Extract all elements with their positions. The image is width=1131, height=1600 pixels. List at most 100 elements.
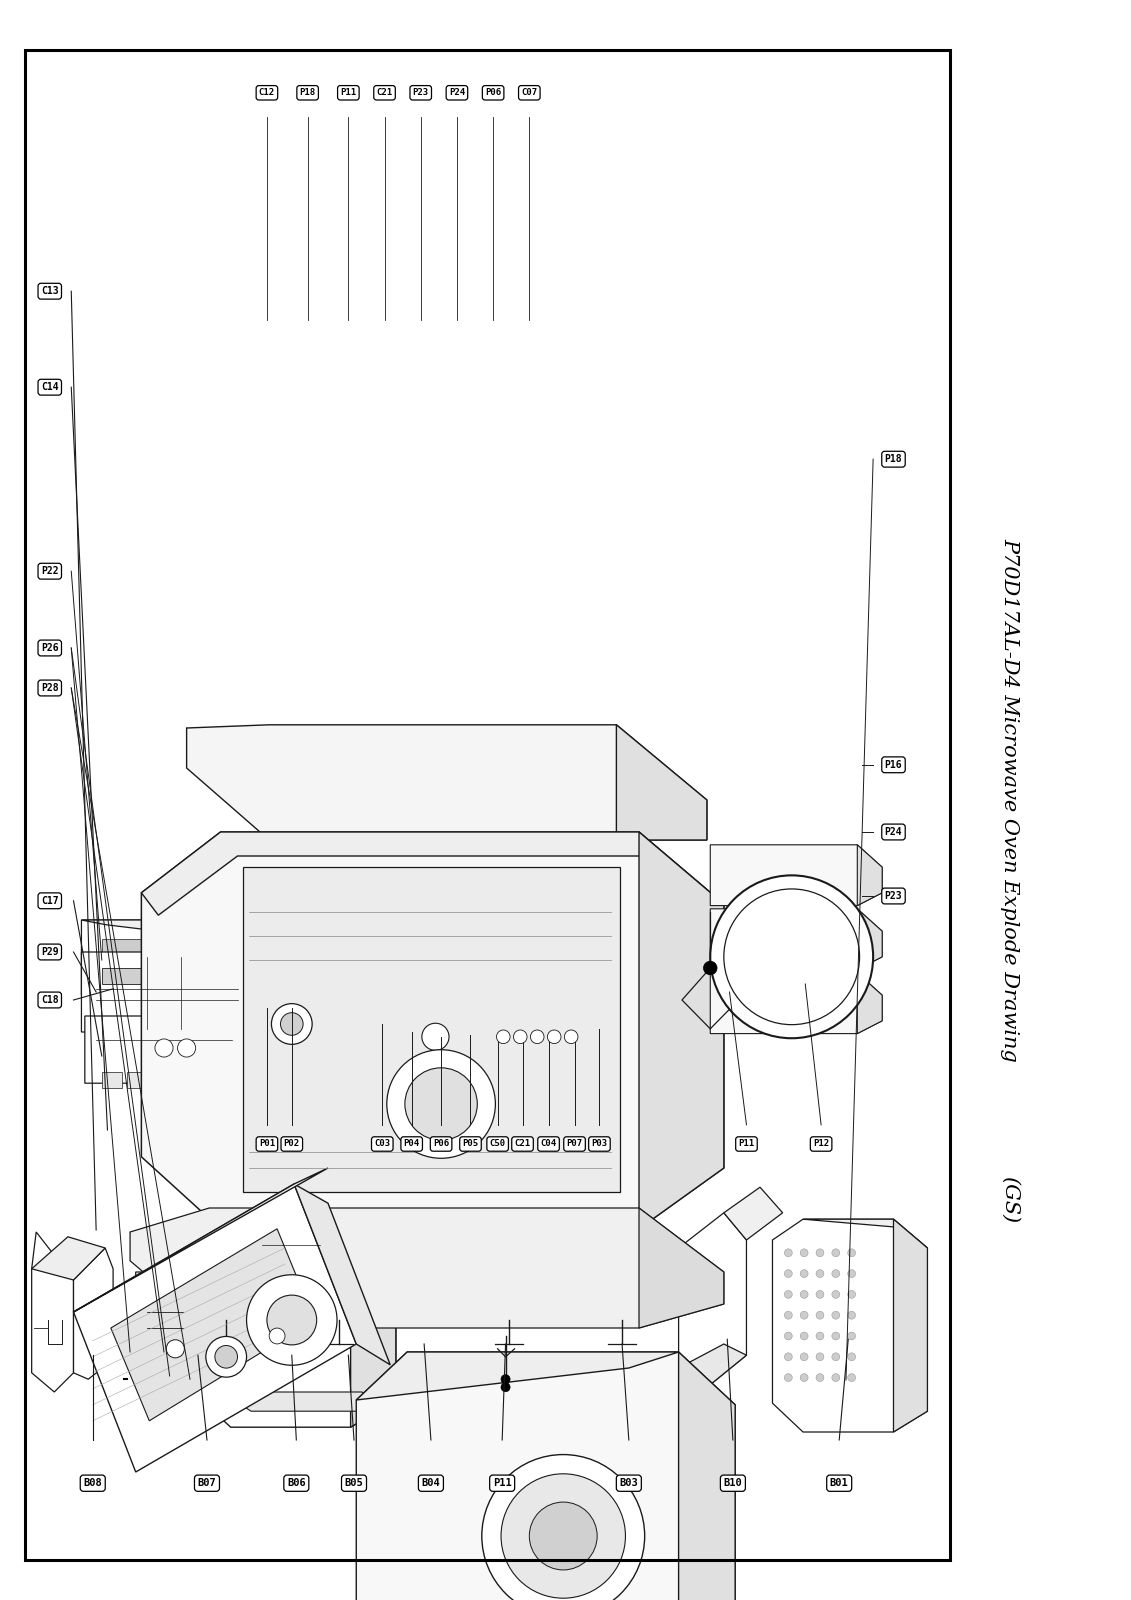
Circle shape	[784, 1270, 792, 1277]
Polygon shape	[32, 1237, 105, 1280]
Circle shape	[784, 1291, 792, 1298]
Circle shape	[848, 1291, 855, 1298]
Polygon shape	[221, 1392, 392, 1411]
Circle shape	[831, 1250, 839, 1256]
Circle shape	[513, 1030, 527, 1043]
Circle shape	[817, 1291, 823, 1298]
Text: B03: B03	[620, 1478, 638, 1488]
Polygon shape	[351, 1213, 396, 1427]
Text: P03: P03	[592, 1139, 607, 1149]
Polygon shape	[127, 1072, 147, 1088]
Circle shape	[801, 1250, 808, 1256]
Circle shape	[703, 962, 717, 974]
Polygon shape	[857, 909, 882, 970]
Circle shape	[831, 1374, 839, 1381]
Polygon shape	[893, 1219, 927, 1432]
Circle shape	[801, 1291, 808, 1298]
Text: P02: P02	[284, 1139, 300, 1149]
Polygon shape	[192, 1192, 351, 1240]
Text: B10: B10	[724, 1478, 742, 1488]
Circle shape	[848, 1250, 855, 1256]
Circle shape	[817, 1312, 823, 1318]
Text: P05: P05	[463, 1139, 478, 1149]
Text: P24: P24	[449, 88, 465, 98]
Circle shape	[801, 1374, 808, 1381]
Text: P70D17AL-D4 Microwave Oven Explode Drawing: P70D17AL-D4 Microwave Oven Explode Drawi…	[1001, 538, 1019, 1062]
Circle shape	[817, 1250, 823, 1256]
Polygon shape	[679, 1352, 735, 1600]
Polygon shape	[283, 1021, 301, 1040]
Text: (GS): (GS)	[1001, 1176, 1019, 1224]
Polygon shape	[243, 952, 260, 1032]
Circle shape	[405, 1067, 477, 1141]
Circle shape	[848, 1333, 855, 1339]
Text: C21: C21	[377, 88, 392, 98]
Text: C03: C03	[374, 1139, 390, 1149]
Circle shape	[501, 1382, 510, 1392]
Polygon shape	[192, 1213, 396, 1427]
Circle shape	[831, 1291, 839, 1298]
Circle shape	[817, 1270, 823, 1277]
Circle shape	[271, 1003, 312, 1045]
Circle shape	[482, 1454, 645, 1600]
Circle shape	[784, 1374, 792, 1381]
Polygon shape	[74, 1248, 113, 1379]
Polygon shape	[102, 968, 141, 984]
Polygon shape	[152, 1072, 172, 1088]
Polygon shape	[81, 920, 266, 944]
Polygon shape	[141, 832, 724, 1229]
Polygon shape	[803, 1219, 927, 1248]
Circle shape	[501, 1374, 510, 1384]
Text: P18: P18	[300, 88, 316, 98]
Text: C14: C14	[41, 382, 59, 392]
Text: P23: P23	[413, 88, 429, 98]
Circle shape	[215, 1346, 238, 1368]
Polygon shape	[394, 1021, 421, 1048]
Polygon shape	[724, 1187, 783, 1240]
Text: C50: C50	[490, 1139, 506, 1149]
Circle shape	[848, 1354, 855, 1360]
Polygon shape	[616, 725, 707, 840]
Circle shape	[547, 1030, 561, 1043]
Circle shape	[155, 1038, 173, 1058]
Circle shape	[848, 1312, 855, 1318]
Circle shape	[497, 1030, 510, 1043]
Circle shape	[178, 1038, 196, 1058]
Polygon shape	[111, 1229, 314, 1421]
Polygon shape	[294, 1184, 390, 1365]
Polygon shape	[32, 1232, 74, 1392]
Circle shape	[784, 1354, 792, 1360]
Circle shape	[831, 1354, 839, 1360]
Polygon shape	[85, 1016, 257, 1083]
Text: P07: P07	[567, 1139, 582, 1149]
Circle shape	[801, 1270, 808, 1277]
Polygon shape	[679, 1213, 746, 1392]
Polygon shape	[130, 1208, 724, 1328]
Circle shape	[848, 1270, 855, 1277]
Polygon shape	[356, 1352, 679, 1400]
Text: P28: P28	[41, 683, 59, 693]
Text: P11: P11	[340, 88, 356, 98]
Polygon shape	[102, 1072, 122, 1088]
Circle shape	[710, 875, 873, 1038]
Polygon shape	[141, 832, 724, 915]
Circle shape	[831, 1270, 839, 1277]
Polygon shape	[857, 973, 882, 1034]
Polygon shape	[176, 1072, 197, 1088]
Circle shape	[817, 1333, 823, 1339]
Text: P18: P18	[884, 454, 903, 464]
Circle shape	[784, 1333, 792, 1339]
Text: B01: B01	[830, 1478, 848, 1488]
Text: P24: P24	[884, 827, 903, 837]
Polygon shape	[710, 845, 882, 906]
Text: P11: P11	[739, 1139, 754, 1149]
Polygon shape	[356, 1352, 735, 1600]
Text: P22: P22	[41, 566, 59, 576]
Circle shape	[166, 1339, 184, 1358]
Circle shape	[831, 1312, 839, 1318]
Polygon shape	[136, 1355, 198, 1376]
Circle shape	[422, 1024, 449, 1050]
Polygon shape	[190, 1248, 226, 1363]
Polygon shape	[81, 920, 266, 995]
Circle shape	[387, 1050, 495, 1158]
